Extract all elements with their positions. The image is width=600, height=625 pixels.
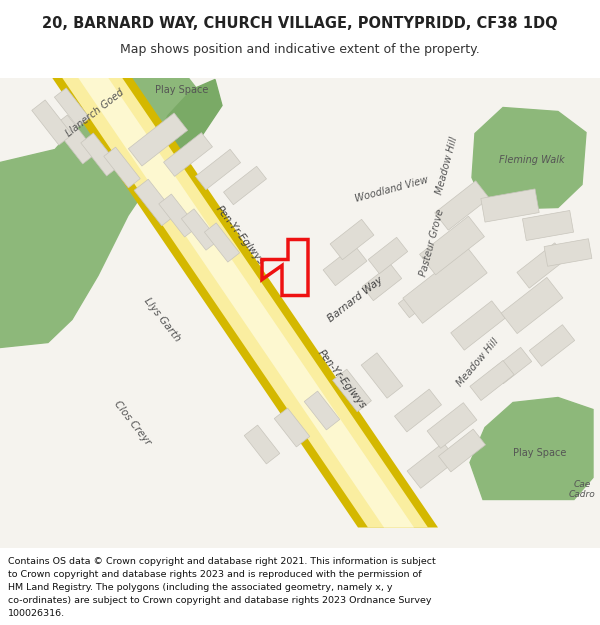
- Bar: [544, 239, 592, 266]
- Text: Play Space: Play Space: [155, 84, 209, 94]
- Text: Contains OS data © Crown copyright and database right 2021. This information is : Contains OS data © Crown copyright and d…: [8, 557, 436, 566]
- Bar: [81, 133, 119, 176]
- Bar: [492, 348, 532, 384]
- Polygon shape: [470, 398, 593, 499]
- Bar: [224, 166, 266, 205]
- Text: Pasteur Grove: Pasteur Grove: [418, 208, 446, 278]
- Bar: [439, 429, 485, 472]
- Text: co-ordinates) are subject to Crown copyright and database rights 2023 Ordnance S: co-ordinates) are subject to Crown copyr…: [8, 596, 431, 605]
- Bar: [128, 113, 188, 166]
- Text: to Crown copyright and database rights 2023 and is reproduced with the permissio: to Crown copyright and database rights 2…: [8, 570, 422, 579]
- Bar: [517, 243, 567, 288]
- Text: Meadow Hill: Meadow Hill: [434, 136, 460, 196]
- Bar: [159, 194, 197, 237]
- Bar: [362, 264, 402, 301]
- Bar: [523, 211, 574, 241]
- Polygon shape: [0, 78, 202, 348]
- Bar: [361, 352, 403, 398]
- Bar: [529, 325, 575, 366]
- Text: Map shows position and indicative extent of the property.: Map shows position and indicative extent…: [120, 44, 480, 56]
- Polygon shape: [78, 78, 414, 528]
- Polygon shape: [472, 107, 586, 209]
- Text: 100026316.: 100026316.: [8, 609, 65, 618]
- Text: Fleming Walk: Fleming Walk: [499, 154, 565, 164]
- Text: Llys Garth: Llys Garth: [142, 296, 182, 343]
- Polygon shape: [152, 79, 222, 154]
- Text: Meadow Hill: Meadow Hill: [455, 336, 501, 389]
- Bar: [196, 149, 241, 190]
- Polygon shape: [62, 78, 428, 528]
- Polygon shape: [0, 78, 600, 548]
- Bar: [395, 389, 442, 432]
- Text: Barnard Way: Barnard Way: [326, 275, 385, 324]
- Bar: [32, 100, 72, 145]
- Bar: [134, 179, 176, 226]
- Bar: [244, 425, 280, 464]
- Text: Pen-Yr-Eglwys: Pen-Yr-Eglwys: [214, 204, 266, 267]
- Text: Pen-Yr-Eglwys: Pen-Yr-Eglwys: [316, 348, 368, 411]
- Text: Clos Creyr: Clos Creyr: [112, 398, 152, 447]
- Bar: [330, 219, 374, 260]
- Bar: [419, 216, 484, 275]
- Text: Play Space: Play Space: [514, 448, 566, 458]
- Bar: [407, 442, 457, 488]
- Bar: [451, 301, 505, 350]
- Text: HM Land Registry. The polygons (including the associated geometry, namely x, y: HM Land Registry. The polygons (includin…: [8, 583, 392, 592]
- Bar: [181, 209, 218, 250]
- Bar: [104, 147, 140, 188]
- Polygon shape: [52, 78, 438, 528]
- Bar: [398, 281, 438, 318]
- Bar: [501, 278, 563, 334]
- Bar: [55, 88, 89, 127]
- Text: Woodland View: Woodland View: [354, 175, 430, 204]
- Bar: [205, 223, 239, 262]
- Bar: [332, 369, 371, 412]
- Bar: [323, 245, 367, 286]
- Bar: [435, 181, 489, 230]
- Bar: [368, 238, 408, 274]
- Bar: [164, 132, 212, 176]
- Bar: [274, 408, 310, 447]
- Bar: [53, 115, 97, 164]
- Bar: [403, 248, 487, 323]
- Text: 20, BARNARD WAY, CHURCH VILLAGE, PONTYPRIDD, CF38 1DQ: 20, BARNARD WAY, CHURCH VILLAGE, PONTYPR…: [42, 16, 558, 31]
- Bar: [304, 391, 340, 430]
- Bar: [481, 189, 539, 222]
- Bar: [427, 402, 477, 448]
- Bar: [470, 361, 514, 401]
- Text: Llanerch Goed: Llanerch Goed: [64, 87, 126, 138]
- Text: Cae
Cadro: Cae Cadro: [569, 480, 595, 499]
